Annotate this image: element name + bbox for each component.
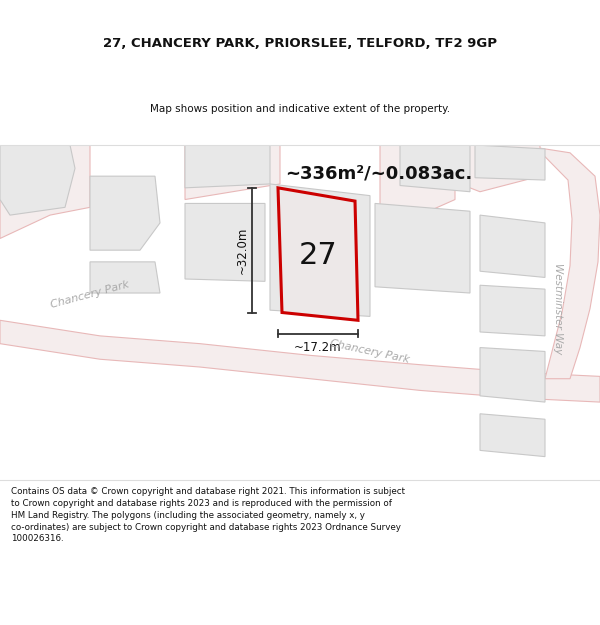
Text: Contains OS data © Crown copyright and database right 2021. This information is : Contains OS data © Crown copyright and d… — [11, 488, 405, 544]
Text: Chancery Park: Chancery Park — [329, 338, 411, 365]
Polygon shape — [480, 285, 545, 336]
Polygon shape — [480, 215, 545, 278]
Polygon shape — [480, 348, 545, 402]
Text: Map shows position and indicative extent of the property.: Map shows position and indicative extent… — [150, 104, 450, 114]
Text: 27, CHANCERY PARK, PRIORSLEE, TELFORD, TF2 9GP: 27, CHANCERY PARK, PRIORSLEE, TELFORD, T… — [103, 37, 497, 50]
Polygon shape — [185, 203, 265, 281]
Polygon shape — [480, 414, 545, 457]
Polygon shape — [278, 188, 358, 320]
Text: ~32.0m: ~32.0m — [235, 226, 248, 274]
Polygon shape — [380, 145, 455, 215]
Polygon shape — [185, 145, 280, 199]
Text: Westminster Way: Westminster Way — [553, 263, 563, 354]
Polygon shape — [185, 145, 270, 188]
Polygon shape — [0, 145, 90, 239]
Polygon shape — [495, 145, 600, 379]
Polygon shape — [475, 145, 545, 180]
Polygon shape — [375, 203, 470, 293]
Polygon shape — [0, 320, 600, 402]
Polygon shape — [90, 176, 160, 250]
Text: Chancery Park: Chancery Park — [50, 279, 130, 310]
Text: 27: 27 — [299, 241, 338, 270]
Polygon shape — [90, 262, 160, 293]
Text: ~336m²/~0.083ac.: ~336m²/~0.083ac. — [285, 165, 472, 183]
Polygon shape — [270, 184, 370, 316]
Polygon shape — [460, 145, 540, 192]
Polygon shape — [0, 145, 75, 215]
Polygon shape — [400, 145, 470, 192]
Text: ~17.2m: ~17.2m — [294, 341, 342, 354]
